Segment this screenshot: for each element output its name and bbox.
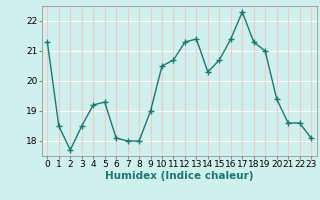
X-axis label: Humidex (Indice chaleur): Humidex (Indice chaleur) bbox=[105, 171, 253, 181]
